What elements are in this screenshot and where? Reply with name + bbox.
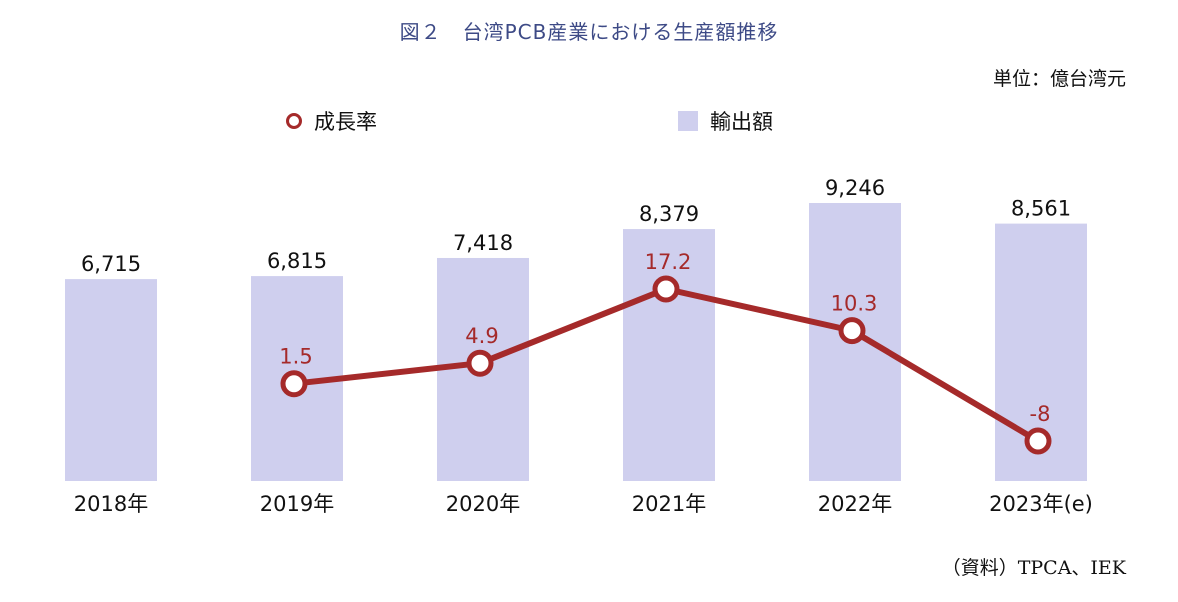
bar-value-label-5: 8,561	[1011, 197, 1071, 221]
x-tick-label-0: 2018年	[74, 492, 148, 516]
legend-item-export-value: 輸出額	[678, 106, 773, 136]
chart-title: 図２ 台湾PCB産業における生産額推移	[399, 20, 779, 44]
unit-label: 単位：億台湾元	[992, 68, 1126, 90]
growth-rate-point-4	[838, 317, 866, 345]
growth-rate-label-4: 10.3	[831, 292, 878, 316]
bar-value-label-0: 6,715	[81, 252, 141, 276]
legend-item-growth-rate: 成長率	[286, 106, 377, 136]
bar-value-label-4: 9,246	[825, 176, 885, 200]
growth-rate-label-1: 1.5	[279, 345, 312, 369]
legend-line-marker	[286, 113, 302, 129]
x-tick-label-1: 2019年	[260, 492, 334, 516]
bar-value-label-3: 8,379	[639, 202, 699, 226]
bar-0	[65, 279, 157, 481]
x-tick-label-5: 2023年(e)	[989, 492, 1093, 516]
growth-rate-point-5	[1024, 427, 1052, 455]
bar-value-label-1: 6,815	[267, 249, 327, 273]
x-tick-label-4: 2022年	[818, 492, 892, 516]
x-tick-label-3: 2021年	[632, 492, 706, 516]
bar-value-label-2: 7,418	[453, 231, 513, 255]
growth-rate-label-2: 4.9	[465, 324, 498, 348]
growth-rate-point-2	[466, 349, 494, 377]
legend-bar-swatch	[678, 111, 698, 131]
legend-line-label: 成長率	[314, 110, 377, 134]
bar-3	[623, 229, 715, 481]
legend-bar-label: 輸出額	[710, 110, 773, 134]
source-note: （資料）TPCA、IEK	[941, 557, 1126, 579]
x-tick-label-2: 2020年	[446, 492, 520, 516]
growth-rate-point-3	[652, 275, 680, 303]
growth-rate-label-3: 17.2	[645, 250, 692, 274]
growth-rate-label-5: -8	[1030, 402, 1051, 426]
growth-rate-point-1	[280, 370, 308, 398]
